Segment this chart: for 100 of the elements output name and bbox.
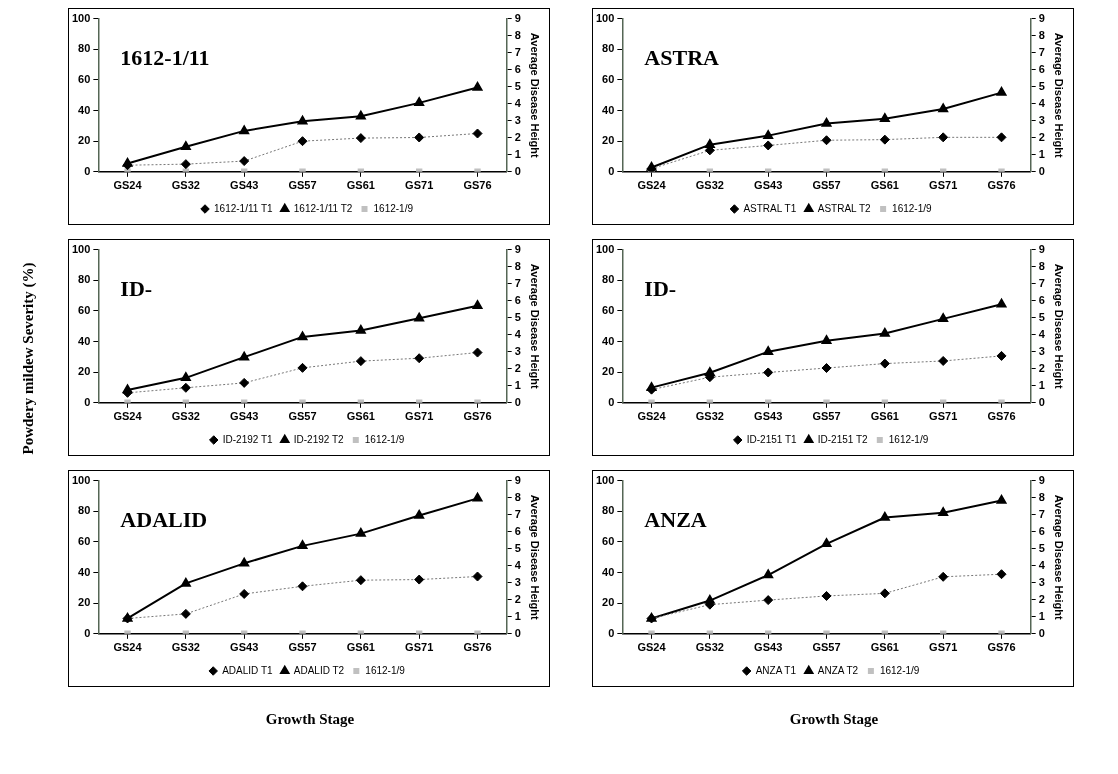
y2-tick-label: 9 <box>1038 11 1045 24</box>
y2-tick-label: 0 <box>1038 164 1045 177</box>
y-tick-label: 60 <box>602 534 615 547</box>
legend-label: ADALID T1 <box>222 664 274 676</box>
y-tick-label: 0 <box>84 626 91 639</box>
x-tick-label: GS76 <box>463 410 492 423</box>
y2-tick-label: 2 <box>514 592 521 605</box>
x-tick-label: GS61 <box>346 641 375 654</box>
y2-tick-label: 9 <box>1038 473 1045 486</box>
text: ASTRA <box>644 45 720 71</box>
y-tick-label: 100 <box>595 473 615 486</box>
x-tick-label: GS24 <box>637 641 667 654</box>
legend-label: ASTRAL T1 <box>743 202 797 214</box>
y2-axis-title: Average Disease Height <box>1053 494 1066 620</box>
y2-tick-label: 1 <box>514 378 521 391</box>
x-tick-label: GS61 <box>346 179 375 192</box>
y2-tick-label: 4 <box>1038 558 1046 571</box>
x-tick-label: GS76 <box>463 641 492 654</box>
y-tick-label: 40 <box>78 334 91 347</box>
legend-label: 1612-1/9 <box>364 433 405 445</box>
x-tick-label: GS57 <box>812 641 841 654</box>
x-tick-label: GS43 <box>754 179 783 192</box>
y2-tick-label: 6 <box>1038 293 1045 306</box>
legend-label: ID-2192 T2 <box>293 433 345 445</box>
y2-tick-label: 6 <box>514 524 521 537</box>
y2-axis-title: Average Disease Height <box>1053 263 1066 389</box>
y-tick-label: 20 <box>78 134 91 147</box>
y2-tick-label: 4 <box>514 327 522 340</box>
y2-tick-label: 1 <box>514 147 521 160</box>
x-tick-label: GS76 <box>987 410 1016 423</box>
y2-tick-label: 7 <box>514 507 521 520</box>
y2-tick-label: 6 <box>1038 524 1045 537</box>
x-tick-label: GS57 <box>812 410 841 423</box>
y-tick-label: 60 <box>602 72 615 85</box>
x-tick-label: GS32 <box>171 641 200 654</box>
legend-label: ID-2192 T1 <box>222 433 274 445</box>
x-tick-label: GS61 <box>870 641 899 654</box>
legend-label: ID-2151 T1 <box>746 433 798 445</box>
x-tick-label: GS32 <box>695 410 724 423</box>
y2-tick-label: 9 <box>514 11 521 24</box>
legend-label: ADALID T2 <box>293 664 345 676</box>
y2-tick-label: 4 <box>1038 327 1046 340</box>
y-tick-label: 80 <box>602 42 615 55</box>
x-tick-label: GS43 <box>754 410 783 423</box>
legend-label: 1612-1/11 T1 <box>214 202 274 214</box>
x-axis-title: Growth Stage <box>789 711 879 727</box>
y2-tick-label: 5 <box>1038 310 1045 323</box>
y-tick-label: 100 <box>595 242 615 255</box>
y2-tick-label: 2 <box>1038 592 1045 605</box>
y2-tick-label: 3 <box>514 575 521 588</box>
legend-label: ANZA T1 <box>755 664 797 676</box>
y-tick-label: 80 <box>78 504 91 517</box>
x-tick-label: GS32 <box>171 179 200 192</box>
y-axis-title: Powdery mildew Severity (%) <box>19 261 37 455</box>
y-tick-label: 0 <box>608 626 615 639</box>
y2-tick-label: 5 <box>1038 541 1045 554</box>
y-tick-label: 0 <box>608 164 615 177</box>
y2-tick-label: 4 <box>514 558 522 571</box>
legend-label: ANZA T2 <box>817 664 859 676</box>
y2-tick-label: 9 <box>1038 242 1045 255</box>
y-tick-label: 20 <box>78 596 91 609</box>
y2-tick-label: 0 <box>514 164 521 177</box>
x-tick-label: GS32 <box>171 410 200 423</box>
x-tick-label: GS43 <box>230 641 259 654</box>
y2-tick-label: 0 <box>1038 626 1045 639</box>
legend-label: 1612-1/9 <box>365 664 406 676</box>
y-tick-label: 0 <box>84 395 91 408</box>
y2-tick-label: 6 <box>1038 62 1045 75</box>
y2-tick-label: 1 <box>1038 378 1045 391</box>
x-tick-label: GS43 <box>230 410 259 423</box>
x-tick-label: GS57 <box>288 641 317 654</box>
y-tick-label: 0 <box>608 395 615 408</box>
text: ID- <box>120 276 153 302</box>
y2-tick-label: 9 <box>514 242 521 255</box>
x-tick-label: GS61 <box>870 410 899 423</box>
legend-label: ASTRAL T2 <box>817 202 871 214</box>
y2-tick-label: 5 <box>514 310 521 323</box>
x-tick-label: GS71 <box>929 179 958 192</box>
legend-label: ID-2151 T2 <box>817 433 869 445</box>
y-tick-label: 20 <box>602 365 615 378</box>
x-tick-label: GS24 <box>113 179 143 192</box>
y2-tick-label: 6 <box>514 62 521 75</box>
y-tick-label: 40 <box>602 103 615 116</box>
x-tick-label: GS76 <box>987 179 1016 192</box>
x-tick-label: GS43 <box>230 179 259 192</box>
y2-tick-label: 7 <box>1038 45 1045 58</box>
y2-tick-label: 3 <box>1038 575 1045 588</box>
y2-tick-label: 3 <box>1038 113 1045 126</box>
y2-tick-label: 8 <box>514 490 521 503</box>
x-tick-label: GS61 <box>870 179 899 192</box>
legend-label: 1612-1/9 <box>879 664 920 676</box>
y2-tick-label: 6 <box>514 293 521 306</box>
y2-tick-label: 2 <box>1038 361 1045 374</box>
text: ANZA <box>644 507 707 533</box>
y2-tick-label: 2 <box>514 361 521 374</box>
legend-label: 1612-1/11 T2 <box>293 202 353 214</box>
y2-axis-title: Average Disease Height <box>529 494 542 620</box>
y2-tick-label: 3 <box>1038 344 1045 357</box>
x-tick-label: GS71 <box>929 641 958 654</box>
y-tick-label: 80 <box>78 42 91 55</box>
